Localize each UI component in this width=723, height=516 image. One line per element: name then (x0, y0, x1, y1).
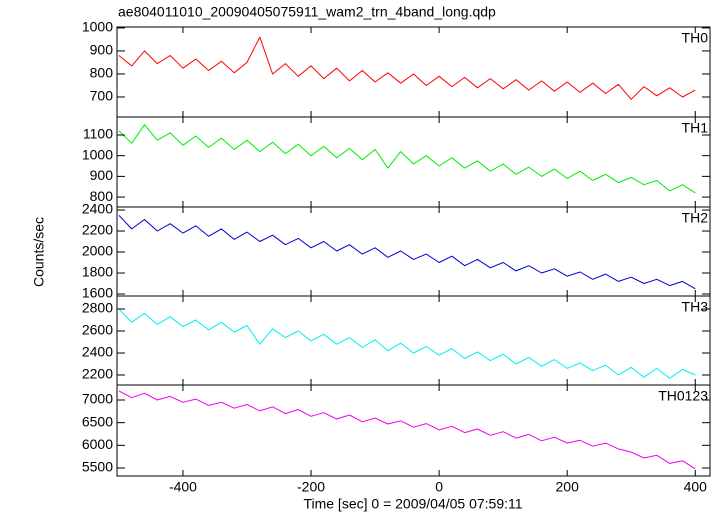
y-tick-label: 1800 (82, 264, 113, 280)
x-tick-label: 0 (435, 479, 443, 495)
y-tick-label: 800 (90, 188, 114, 204)
y-tick-label: 2200 (82, 222, 113, 238)
panel-label: TH2 (682, 210, 709, 226)
data-line (118, 390, 696, 470)
y-tick-label: 2400 (82, 344, 113, 360)
x-tick-label: -200 (297, 479, 325, 495)
y-tick-label: 800 (90, 65, 114, 81)
data-line (118, 214, 696, 290)
panel-frame (116, 206, 711, 297)
data-line (118, 308, 696, 379)
y-tick-label: 2600 (82, 322, 113, 338)
y-tick-label: 7000 (82, 391, 113, 407)
panel-frame (116, 26, 711, 118)
y-tick-label: 2400 (82, 201, 113, 217)
y-tick-label: 6500 (82, 413, 113, 429)
y-tick-label: 6000 (82, 436, 113, 452)
y-tick-label: 1000 (82, 19, 113, 35)
x-tick-label: 400 (684, 479, 708, 495)
panel-frame (116, 295, 711, 386)
data-line (118, 124, 696, 194)
panel-label: TH3 (682, 299, 709, 315)
y-tick-label: 5500 (82, 459, 113, 475)
data-line (118, 36, 696, 100)
panel-label: TH0123 (658, 388, 708, 404)
chart-title: ae804011010_20090405075911_wam2_trn_4ban… (118, 4, 496, 20)
y-tick-label: 1600 (82, 285, 113, 301)
x-tick-label: -400 (169, 479, 197, 495)
panel-frame (116, 384, 711, 477)
y-tick-label: 1000 (82, 146, 113, 162)
y-tick-label: 2200 (82, 366, 113, 382)
x-axis-label: Time [sec] 0 = 2009/04/05 07:59:11 (303, 496, 522, 512)
y-tick-label: 700 (90, 88, 114, 104)
y-tick-label: 900 (90, 167, 114, 183)
y-tick-label: 1100 (83, 126, 113, 142)
x-tick-label: 200 (556, 479, 580, 495)
y-axis-label: Counts/sec (31, 217, 47, 287)
panel-label: TH1 (682, 120, 709, 136)
panel-frame (116, 116, 711, 208)
y-tick-label: 2800 (82, 300, 113, 316)
y-tick-label: 900 (90, 42, 114, 58)
panel-label: TH0 (682, 30, 709, 46)
y-tick-label: 2000 (82, 243, 113, 259)
